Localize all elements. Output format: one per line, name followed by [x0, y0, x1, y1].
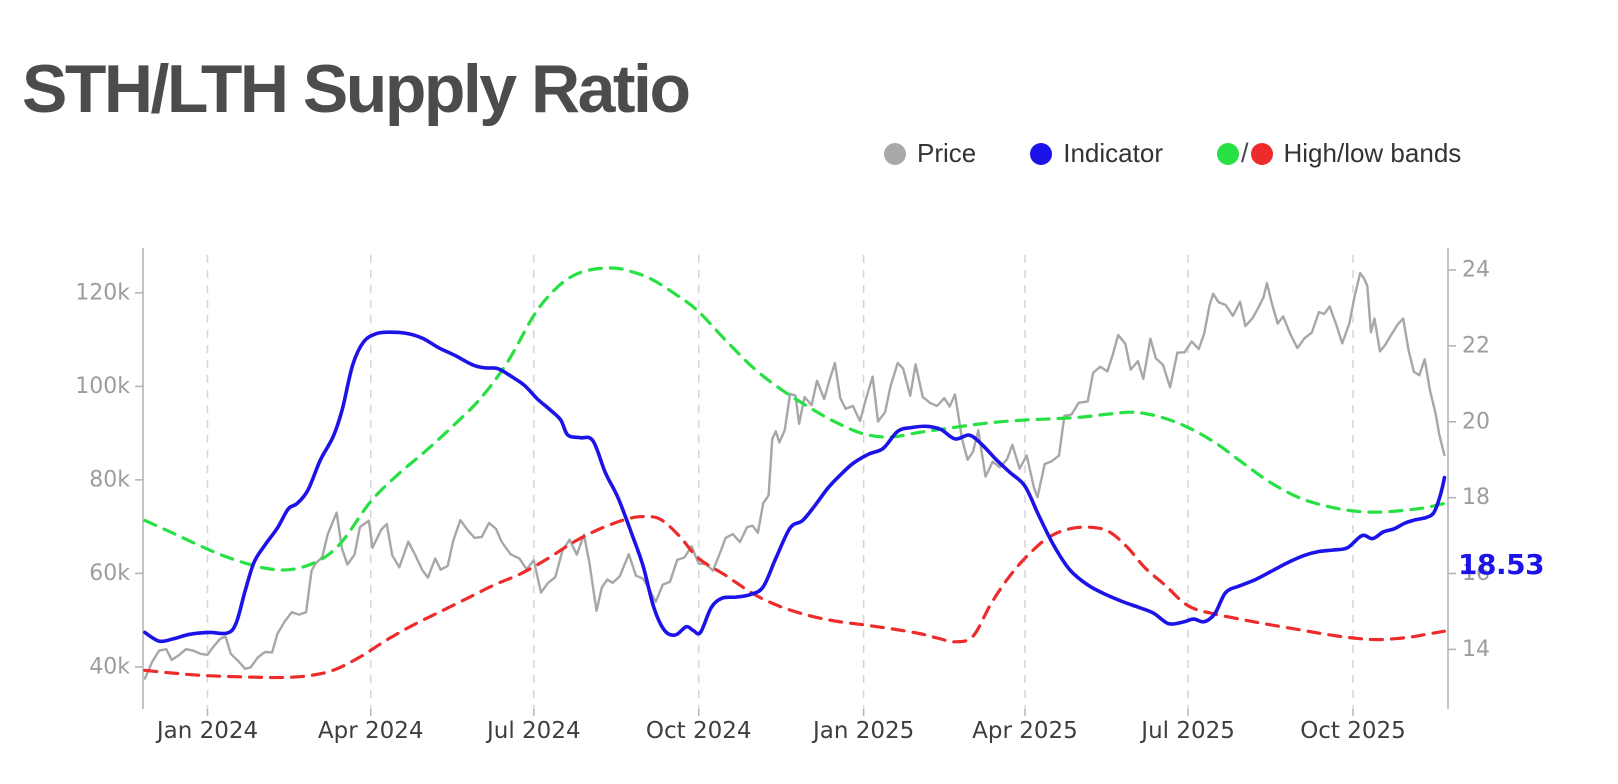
series-indicator-line [143, 330, 1447, 644]
left-axis-tick-label: 80k [89, 467, 130, 492]
x-axis-tick-label: Jul 2024 [485, 718, 581, 744]
x-axis-tick-label: Jul 2025 [1139, 718, 1235, 744]
right-axis-tick-label: 18 [1462, 485, 1490, 510]
left-axis-tick-label: 40k [89, 654, 130, 679]
legend-label-bands: High/low bands [1283, 138, 1462, 168]
x-axis-tick-label: Apr 2025 [972, 718, 1078, 744]
series-price-line [143, 272, 1446, 680]
high-band-legend-dot-icon [1216, 142, 1239, 165]
legend-item-indicator[interactable]: Indicator [1030, 138, 1163, 169]
legend: Price Indicator / High/low bands [884, 138, 1461, 169]
left-axis-tick-label: 60k [89, 561, 130, 586]
current-value-badge: 18.53 [1458, 548, 1545, 581]
x-axis-tick-label: Oct 2025 [1300, 718, 1406, 744]
x-axis-tick-label: Apr 2024 [318, 718, 424, 744]
indicator-legend-dot-icon [1030, 142, 1053, 165]
x-axis-tick-label: Oct 2024 [646, 718, 752, 744]
legend-label-price: Price [917, 138, 977, 168]
price-legend-dot-icon [884, 142, 906, 165]
right-axis-tick-label: 16 [1462, 561, 1490, 586]
series-high-band-line [143, 266, 1446, 572]
right-axis-tick-label: 20 [1462, 409, 1490, 434]
legend-slash: / [1240, 138, 1249, 168]
right-axis-tick-label: 14 [1462, 637, 1490, 662]
left-axis-tick-label: 100k [75, 374, 130, 399]
legend-item-price[interactable]: Price [884, 138, 976, 169]
low-band-legend-dot-icon [1250, 142, 1273, 165]
page-title: STH/LTH Supply Ratio [22, 50, 691, 127]
right-axis-tick-label: 22 [1462, 333, 1490, 358]
legend-label-indicator: Indicator [1063, 138, 1163, 168]
left-axis-tick-label: 120k [75, 280, 130, 305]
legend-item-bands[interactable]: / High/low bands [1216, 138, 1462, 169]
x-axis-tick-label: Jan 2025 [811, 718, 914, 744]
right-axis-tick-label: 24 [1462, 258, 1490, 283]
x-axis-tick-label: Jan 2024 [155, 718, 258, 744]
